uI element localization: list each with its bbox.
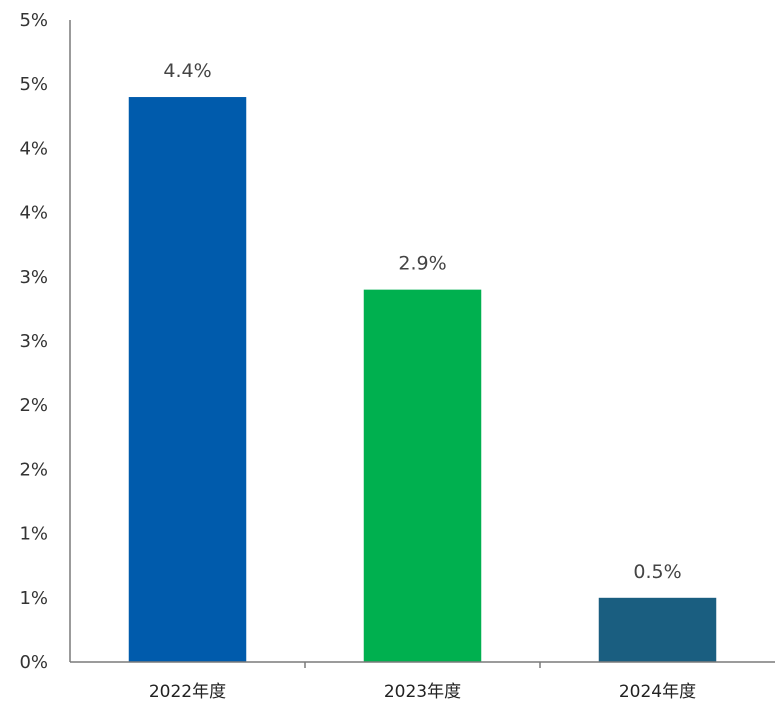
bar (598, 597, 717, 662)
data-label: 4.4% (163, 60, 211, 82)
bar (363, 289, 482, 662)
y-tick-label: 4% (19, 138, 48, 159)
y-tick-label: 1% (19, 524, 48, 545)
bars (128, 97, 717, 663)
y-tick-label: 3% (19, 267, 48, 288)
x-tick-label: 2024年度 (619, 682, 696, 702)
y-tick-label: 4% (19, 203, 48, 224)
y-axis-ticks: 0% 1% 1% 2% 2% 3% 3% 4% 4% 5% 5% (19, 10, 48, 673)
y-tick-label: 0% (19, 652, 48, 673)
x-tick-label: 2023年度 (384, 682, 461, 702)
y-tick-label: 5% (19, 10, 48, 31)
y-tick-label: 3% (19, 331, 48, 352)
data-labels: 4.4% 2.9% 0.5% (163, 60, 681, 583)
y-tick-label: 5% (19, 74, 48, 95)
x-axis-ticks: 2022年度 2023年度 2024年度 (149, 662, 696, 702)
bar (128, 97, 247, 663)
y-tick-label: 2% (19, 459, 48, 480)
data-label: 2.9% (398, 253, 446, 275)
data-label: 0.5% (633, 561, 681, 583)
y-tick-label: 1% (19, 588, 48, 609)
y-tick-label: 2% (19, 395, 48, 416)
x-tick-label: 2022年度 (149, 682, 226, 702)
